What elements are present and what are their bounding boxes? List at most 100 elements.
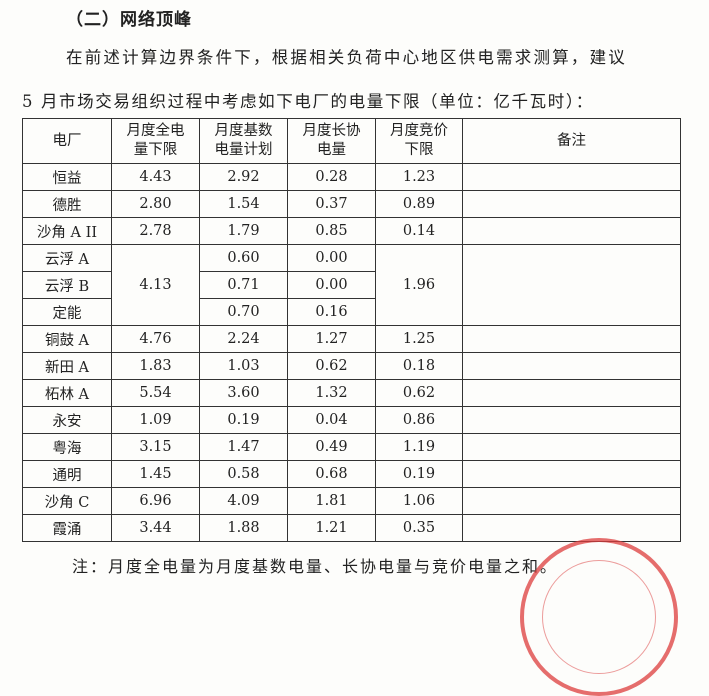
table-row: 沙角 A II 2.78 1.79 0.85 0.14 <box>22 217 681 245</box>
cell-bid: 0.89 <box>375 190 463 218</box>
cell-long-term: 0.49 <box>287 433 376 461</box>
header-total: 月度全电 量下限 <box>111 118 200 164</box>
cell-remark <box>462 352 681 380</box>
table-row: 柘林 A 5.54 3.60 1.32 0.62 <box>22 379 681 407</box>
cell-remark <box>462 379 681 407</box>
cell-plant: 新田 A <box>22 352 112 380</box>
cell-long-term: 1.27 <box>287 325 376 353</box>
cell-bid: 0.62 <box>375 379 463 407</box>
paragraph-line-2: 5 月市场交易组织过程中考虑如下电厂的电量下限（单位：亿千瓦时）： <box>22 92 594 111</box>
cell-plant: 沙角 A II <box>22 217 112 245</box>
cell-plant: 霞涌 <box>22 514 112 542</box>
cell-base: 1.88 <box>199 514 288 542</box>
footnote: 注：月度全电量为月度基数电量、长协电量与竞价电量之和。 <box>72 557 559 576</box>
cell-remark <box>462 487 681 515</box>
cell-plant: 永安 <box>22 406 112 434</box>
cell-base: 0.71 <box>199 271 288 299</box>
cell-plant: 沙角 C <box>22 487 112 515</box>
header-plant: 电厂 <box>22 118 112 164</box>
cell-bid: 1.23 <box>375 163 463 191</box>
cell-bid: 1.96 <box>375 244 463 326</box>
cell-base: 0.58 <box>199 460 288 488</box>
cell-long-term: 0.16 <box>287 298 376 326</box>
cell-total: 1.83 <box>111 352 200 380</box>
cell-remark <box>462 190 681 218</box>
cell-long-term: 1.21 <box>287 514 376 542</box>
table-row: 粤海 3.15 1.47 0.49 1.19 <box>22 433 681 461</box>
cell-long-term: 1.32 <box>287 379 376 407</box>
cell-long-term: 0.28 <box>287 163 376 191</box>
table-row: 沙角 C 6.96 4.09 1.81 1.06 <box>22 487 681 515</box>
cell-plant: 定能 <box>22 298 112 326</box>
cell-plant: 通明 <box>22 460 112 488</box>
table-row: 霞涌 3.44 1.88 1.21 0.35 <box>22 514 681 542</box>
table-row: 德胜 2.80 1.54 0.37 0.89 <box>22 190 681 218</box>
cell-long-term: 0.04 <box>287 406 376 434</box>
cell-remark <box>462 325 681 353</box>
cell-total: 2.80 <box>111 190 200 218</box>
cell-long-term: 0.00 <box>287 271 376 299</box>
cell-plant: 铜鼓 A <box>22 325 112 353</box>
table-row: 云浮 B 0.71 0.00 <box>22 271 681 299</box>
cell-base: 3.60 <box>199 379 288 407</box>
header-base: 月度基数 电量计划 <box>199 118 288 164</box>
cell-bid: 1.06 <box>375 487 463 515</box>
cell-long-term: 0.62 <box>287 352 376 380</box>
cell-plant: 柘林 A <box>22 379 112 407</box>
cell-long-term: 0.85 <box>287 217 376 245</box>
cell-total: 4.13 <box>111 244 200 326</box>
header-remark: 备注 <box>462 118 681 164</box>
cell-base: 0.70 <box>199 298 288 326</box>
table-row: 新田 A 1.83 1.03 0.62 0.18 <box>22 352 681 380</box>
cell-long-term: 1.81 <box>287 487 376 515</box>
plant-energy-table: 电厂 月度全电 量下限 月度基数 电量计划 月度长协 电量 月度竞价 下限 备注 恒益 4… <box>22 118 681 542</box>
cell-base: 2.24 <box>199 325 288 353</box>
cell-total: 1.09 <box>111 406 200 434</box>
cell-long-term: 0.37 <box>287 190 376 218</box>
cell-remark <box>462 244 681 326</box>
cell-bid: 1.19 <box>375 433 463 461</box>
cell-total: 4.43 <box>111 163 200 191</box>
header-long-term: 月度长协 电量 <box>287 118 376 164</box>
paragraph-line-1: 在前述计算边界条件下，根据相关负荷中心地区供电需求测算，建议 <box>66 48 627 67</box>
cell-bid: 0.86 <box>375 406 463 434</box>
cell-remark <box>462 406 681 434</box>
section-title: （二）网络顶峰 <box>66 10 192 30</box>
table-row: 定能 0.70 0.16 <box>22 298 681 326</box>
cell-base: 1.54 <box>199 190 288 218</box>
cell-base: 1.03 <box>199 352 288 380</box>
cell-plant: 恒益 <box>22 163 112 191</box>
cell-base: 1.47 <box>199 433 288 461</box>
cell-total: 3.15 <box>111 433 200 461</box>
cell-remark <box>462 460 681 488</box>
cell-bid: 0.35 <box>375 514 463 542</box>
cell-plant: 云浮 B <box>22 271 112 299</box>
table-row: 永安 1.09 0.19 0.04 0.86 <box>22 406 681 434</box>
cell-long-term: 0.68 <box>287 460 376 488</box>
cell-total: 2.78 <box>111 217 200 245</box>
cell-base: 0.19 <box>199 406 288 434</box>
cell-remark <box>462 433 681 461</box>
cell-plant: 德胜 <box>22 190 112 218</box>
cell-total: 3.44 <box>111 514 200 542</box>
table-row: 云浮 A 4.13 0.60 0.00 1.96 <box>22 244 681 326</box>
cell-total: 6.96 <box>111 487 200 515</box>
cell-base: 2.92 <box>199 163 288 191</box>
cell-base: 0.60 <box>199 244 288 272</box>
cell-bid: 0.14 <box>375 217 463 245</box>
cell-base: 4.09 <box>199 487 288 515</box>
table-row: 通明 1.45 0.58 0.68 0.19 <box>22 460 681 488</box>
cell-remark <box>462 217 681 245</box>
table-row: 恒益 4.43 2.92 0.28 1.23 <box>22 163 681 191</box>
cell-long-term: 0.00 <box>287 244 376 272</box>
cell-base: 1.79 <box>199 217 288 245</box>
cell-total: 5.54 <box>111 379 200 407</box>
cell-remark <box>462 163 681 191</box>
cell-bid: 0.18 <box>375 352 463 380</box>
official-seal <box>520 538 678 696</box>
cell-remark <box>462 514 681 542</box>
table-row: 铜鼓 A 4.76 2.24 1.27 1.25 <box>22 325 681 353</box>
header-bid: 月度竞价 下限 <box>375 118 463 164</box>
cell-bid: 0.19 <box>375 460 463 488</box>
cell-total: 1.45 <box>111 460 200 488</box>
